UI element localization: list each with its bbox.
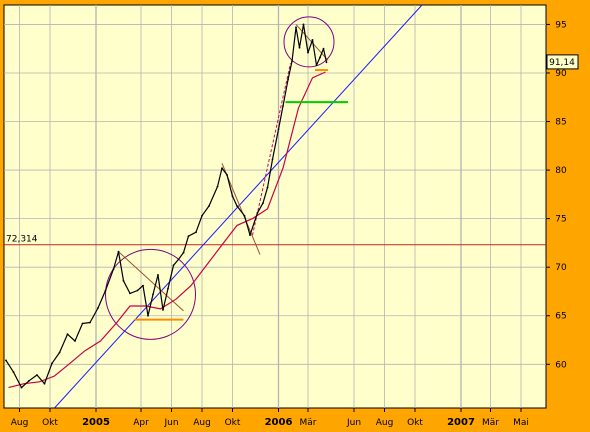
price-point bbox=[236, 205, 238, 207]
current-price-label: 91,14 bbox=[549, 58, 575, 68]
moving-average-line bbox=[8, 71, 326, 389]
highlight-circle bbox=[105, 248, 196, 340]
x-tick-label: Mär bbox=[482, 418, 499, 428]
x-tick-label: Apr bbox=[133, 418, 149, 428]
price-point bbox=[43, 382, 46, 385]
x-tick-label: 2006 bbox=[265, 417, 293, 428]
price-point bbox=[187, 235, 190, 238]
price-point bbox=[226, 174, 228, 176]
y-tick-label: 60 bbox=[555, 360, 567, 370]
price-point bbox=[167, 287, 169, 290]
price-point bbox=[81, 322, 84, 325]
price-point bbox=[142, 284, 144, 287]
price-point bbox=[277, 128, 280, 131]
horizontal-level-label: 72,314 bbox=[6, 235, 38, 245]
price-point bbox=[5, 359, 7, 362]
price-point bbox=[282, 105, 284, 107]
price-point bbox=[307, 51, 309, 54]
y-tick-label: 70 bbox=[555, 263, 567, 273]
price-point bbox=[216, 185, 219, 188]
price-point bbox=[221, 167, 223, 170]
price-point bbox=[129, 292, 131, 295]
price-point bbox=[182, 251, 185, 254]
chart-annotations bbox=[4, 4, 546, 409]
price-point bbox=[295, 26, 297, 29]
price-point bbox=[104, 289, 107, 292]
price-point bbox=[266, 186, 269, 189]
dashed-trend-line bbox=[252, 63, 291, 236]
price-point bbox=[117, 250, 120, 253]
price-point bbox=[208, 205, 210, 207]
price-point bbox=[12, 371, 15, 373]
x-tick-label: Aug bbox=[376, 418, 394, 428]
price-point bbox=[172, 264, 175, 267]
x-tick-label: 2005 bbox=[82, 417, 110, 428]
plot-area bbox=[3, 4, 547, 409]
price-point bbox=[302, 23, 305, 26]
price-point bbox=[271, 158, 274, 161]
price-point bbox=[256, 211, 259, 214]
price-point bbox=[152, 293, 154, 296]
price-point bbox=[122, 279, 125, 282]
price-point bbox=[262, 202, 264, 205]
price-point bbox=[51, 362, 53, 365]
price-point bbox=[177, 258, 180, 261]
price-point bbox=[89, 321, 91, 324]
price-point bbox=[311, 39, 314, 41]
price-point bbox=[162, 309, 164, 311]
price-point bbox=[136, 289, 139, 292]
price-point bbox=[298, 46, 301, 49]
price-point bbox=[315, 64, 318, 67]
x-tick-label: Mär bbox=[300, 418, 317, 428]
price-point bbox=[201, 214, 203, 217]
price-point bbox=[249, 234, 251, 237]
current-price-box bbox=[546, 54, 579, 70]
price-point bbox=[319, 56, 321, 59]
y-tick-label: 85 bbox=[555, 118, 566, 128]
price-line bbox=[5, 23, 328, 389]
price-point bbox=[325, 61, 328, 64]
price-point bbox=[231, 195, 234, 198]
price-point bbox=[322, 47, 325, 50]
y-tick-label: 80 bbox=[555, 166, 567, 176]
x-tick-label: Aug bbox=[11, 418, 29, 428]
price-point bbox=[58, 351, 61, 354]
price-point bbox=[243, 214, 246, 217]
price-point bbox=[97, 307, 99, 309]
price-point bbox=[291, 60, 293, 63]
price-point bbox=[28, 379, 30, 382]
value-labels: 72,314 91,14 bbox=[6, 54, 579, 245]
price-point bbox=[20, 386, 23, 389]
price-point bbox=[287, 78, 289, 81]
price-point bbox=[112, 268, 115, 271]
x-tick-label: 2007 bbox=[447, 417, 475, 428]
y-tick-label: 65 bbox=[555, 312, 566, 322]
y-axis-ticks: 60 65 70 75 80 85 90 95 bbox=[546, 20, 567, 370]
trend-channel-line bbox=[54, 4, 423, 409]
price-point bbox=[157, 274, 159, 276]
y-tick-label: 75 bbox=[555, 215, 566, 225]
x-tick-label: Jun bbox=[346, 418, 361, 428]
price-point bbox=[36, 374, 38, 376]
price-point bbox=[74, 340, 76, 342]
x-tick-label: Mai bbox=[513, 418, 529, 428]
x-axis-ticks: Aug Okt 2005 Apr Jun Aug Okt 2006 Mär Jun Aug Okt 20… bbox=[11, 408, 529, 428]
y-tick-label: 95 bbox=[555, 20, 566, 30]
x-tick-label: Okt bbox=[225, 418, 241, 428]
series-layer bbox=[5, 23, 348, 389]
grid-lines bbox=[4, 5, 546, 408]
price-point bbox=[66, 333, 69, 336]
x-tick-label: Okt bbox=[42, 418, 58, 428]
x-tick-label: Okt bbox=[407, 418, 423, 428]
highlight-circle bbox=[283, 16, 335, 68]
x-tick-label: Jun bbox=[163, 418, 178, 428]
x-tick-label: Aug bbox=[193, 418, 211, 428]
y-tick-label: 90 bbox=[555, 69, 567, 79]
price-point bbox=[195, 231, 197, 234]
price-point bbox=[147, 314, 149, 317]
